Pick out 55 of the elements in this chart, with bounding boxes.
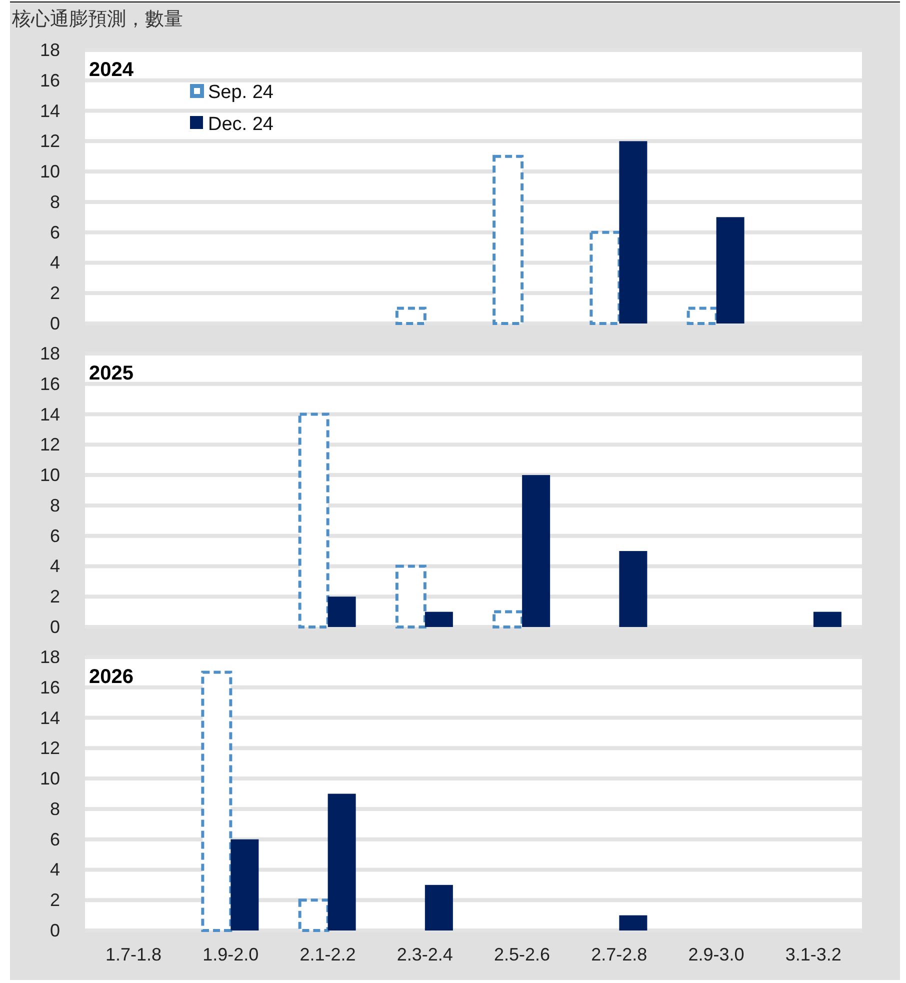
bar	[619, 551, 648, 627]
x-tick-label: 2.7-2.8	[591, 944, 648, 964]
y-tick-label: 4	[50, 252, 60, 273]
x-tick-label: 2.9-3.0	[688, 944, 744, 964]
bar	[424, 612, 453, 627]
y-tick-label: 0	[50, 617, 60, 637]
y-tick-label: 0	[50, 314, 60, 334]
y-tick-label: 2	[50, 586, 60, 607]
y-tick-label: 8	[50, 192, 60, 212]
y-tick-label: 6	[50, 829, 60, 850]
y-tick-label: 14	[40, 708, 60, 728]
x-tick-label: 3.1-3.2	[785, 944, 842, 964]
bar	[619, 915, 648, 930]
y-tick-label: 2	[50, 890, 60, 910]
y-tick-label: 18	[40, 344, 60, 364]
bar	[230, 839, 259, 930]
y-tick-label: 14	[40, 404, 60, 424]
x-tick-label: 2.1-2.2	[300, 944, 356, 964]
y-tick-label: 2	[50, 283, 60, 304]
y-tick-label: 4	[50, 556, 60, 576]
legend-label: Sep. 24	[208, 82, 274, 103]
y-tick-label: 12	[40, 434, 60, 455]
x-tick-label: 1.9-2.0	[202, 944, 259, 964]
y-tick-label: 8	[50, 798, 60, 819]
chart-subtitle: 2024	[89, 59, 134, 81]
y-tick-label: 10	[40, 465, 60, 486]
y-tick-label: 10	[40, 768, 60, 789]
bar	[328, 794, 356, 930]
bar	[619, 141, 648, 324]
y-tick-label: 16	[40, 374, 60, 394]
bar	[424, 884, 453, 930]
bar	[522, 475, 550, 627]
y-tick-label: 16	[40, 70, 60, 90]
chart-title: 核心通膨預測，數量	[11, 8, 183, 30]
bar	[716, 217, 744, 324]
y-tick-label: 10	[40, 162, 60, 182]
bar	[328, 596, 356, 627]
chart-subtitle: 2026	[89, 666, 134, 688]
y-tick-label: 16	[40, 677, 60, 698]
y-tick-label: 4	[50, 860, 60, 880]
y-tick-label: 14	[40, 100, 60, 121]
y-tick-label: 8	[50, 495, 60, 516]
y-tick-label: 6	[50, 222, 60, 242]
y-tick-label: 18	[40, 647, 60, 667]
y-tick-label: 0	[50, 920, 60, 940]
chart-subtitle: 2025	[89, 362, 134, 384]
x-tick-label: 2.3-2.4	[396, 944, 453, 964]
y-tick-label: 12	[40, 738, 60, 758]
x-tick-label: 2.5-2.6	[494, 944, 550, 964]
x-tick-label: 1.7-1.8	[106, 944, 162, 964]
bar	[813, 612, 842, 627]
legend-label: Dec. 24	[208, 114, 274, 135]
y-tick-label: 12	[40, 131, 60, 152]
y-tick-label: 6	[50, 526, 60, 546]
y-tick-label: 18	[40, 40, 60, 60]
